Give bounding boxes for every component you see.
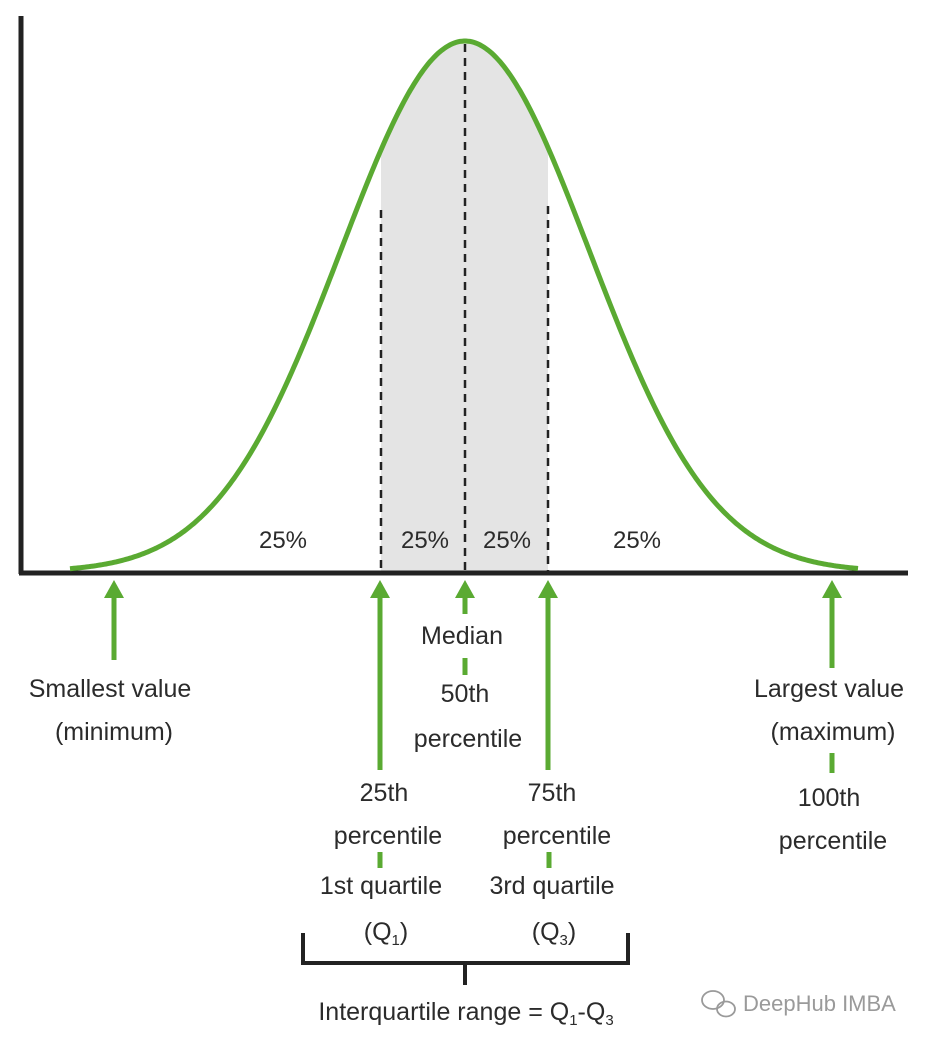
median-arrowhead-icon xyxy=(455,580,475,598)
min-label-line1: Smallest value xyxy=(29,675,192,703)
q1-quartile-label: 1st quartile xyxy=(320,872,442,900)
q1-arrowhead-icon xyxy=(370,580,390,598)
q3-percentile-number: 75th xyxy=(528,779,577,807)
pct-label-left: 25% xyxy=(259,527,307,554)
q3-percentile-word: percentile xyxy=(503,822,611,850)
q3-arrowhead-icon xyxy=(538,580,558,598)
bell-curve xyxy=(69,38,859,572)
q3-quartile-label: 3rd quartile xyxy=(489,872,614,900)
iqr-bracket xyxy=(301,933,630,965)
wechat-icon xyxy=(701,990,736,1018)
median-label: Median xyxy=(421,622,503,650)
median-percentile-number: 50th xyxy=(441,680,490,708)
pct-label-inner-right: 25% xyxy=(483,527,531,554)
max-arrowhead-icon xyxy=(822,580,842,598)
median-percentile-word: percentile xyxy=(414,725,522,753)
min-arrowhead-icon xyxy=(104,580,124,598)
max-percentile-number: 100th xyxy=(798,784,861,812)
watermark-text: DeepHub IMBA xyxy=(743,991,896,1016)
min-label-line2: (minimum) xyxy=(55,718,173,746)
max-label-line1: Largest value xyxy=(754,675,904,703)
q1-symbol: (Q1) xyxy=(364,918,408,949)
iqr-label: Interquartile range = Q1-Q3 xyxy=(318,998,613,1029)
q3-symbol: (Q3) xyxy=(532,918,576,949)
max-percentile-word: percentile xyxy=(779,827,887,855)
interquartile-shaded-area xyxy=(381,41,548,572)
q1-percentile-number: 25th xyxy=(360,779,409,807)
max-label-line2: (maximum) xyxy=(771,718,896,746)
pct-label-inner-left: 25% xyxy=(401,527,449,554)
pct-label-right: 25% xyxy=(613,527,661,554)
q1-percentile-word: percentile xyxy=(334,822,442,850)
